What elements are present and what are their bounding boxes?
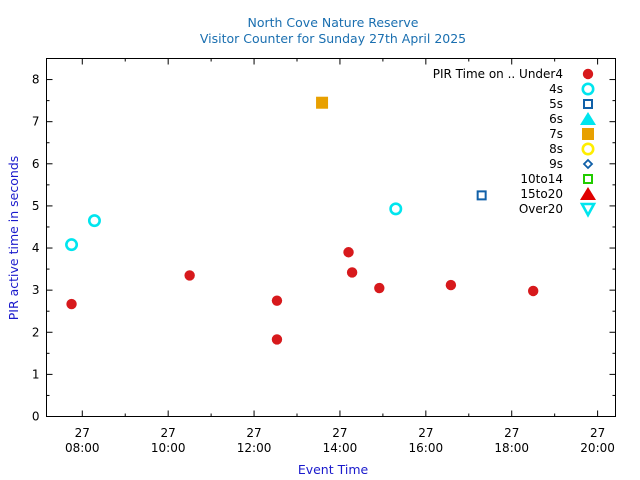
legend-marker-under4: [582, 68, 594, 80]
legend-marker-9s: [582, 158, 594, 170]
legend-label: PIR Time on .. Under4: [433, 67, 563, 81]
x-tick-label-time: 08:00: [65, 441, 100, 455]
data-point-under4: [527, 285, 539, 297]
y-tick-label: 2: [32, 325, 40, 339]
y-axis-label: PIR active time in seconds: [6, 156, 21, 321]
x-tick-label-time: 14:00: [323, 441, 358, 455]
x-tick-label-day: 27: [246, 426, 261, 440]
x-axis-label: Event Time: [298, 462, 369, 477]
legend-marker-over20: [579, 202, 597, 218]
legend-label: 7s: [549, 127, 563, 141]
legend-label: 9s: [549, 157, 563, 171]
x-tick-label-day: 27: [161, 426, 176, 440]
data-point-4s: [87, 214, 101, 228]
data-point-under4: [184, 270, 195, 281]
x-tick-label-time: 18:00: [494, 441, 529, 455]
legend-marker-5s: [583, 99, 593, 109]
legend-marker-10to14: [583, 174, 593, 184]
data-point-5s: [476, 190, 487, 201]
y-tick-label: 6: [32, 157, 40, 171]
x-tick-label-day: 27: [504, 426, 519, 440]
legend-marker-15to20: [580, 187, 596, 200]
legend-label: Over20: [519, 202, 563, 216]
y-axis: 0 1 2 3 4 5 6 7 8: [32, 73, 616, 424]
data-point-7s: [316, 96, 329, 109]
legend-marker-8s: [581, 142, 595, 156]
chart-subtitle: Visitor Counter for Sunday 27th April 20…: [200, 31, 466, 46]
y-tick-label: 8: [32, 73, 40, 87]
data-point-under4: [374, 282, 385, 294]
x-tick-label-time: 12:00: [237, 441, 272, 455]
chart-title: North Cove Nature Reserve: [248, 15, 419, 30]
y-tick-label: 1: [32, 367, 40, 381]
data-point-under4: [66, 298, 77, 310]
x-tick-label-time: 10:00: [151, 441, 186, 455]
x-tick-label-day: 27: [590, 426, 605, 440]
data-point-4s: [65, 238, 79, 252]
data-point-under4: [271, 295, 283, 306]
data-point-under4: [343, 247, 354, 258]
y-tick-label: 3: [32, 283, 40, 297]
x-axis: 2708:002710:002712:002714:002716:002718:…: [65, 58, 615, 455]
data-point-under4: [346, 267, 358, 278]
data-points: [65, 96, 539, 345]
x-tick-label-day: 27: [418, 426, 433, 440]
legend-label: 6s: [549, 112, 563, 126]
data-point-under4: [445, 279, 457, 291]
x-tick-label-day: 27: [332, 426, 347, 440]
legend-marker-7s: [582, 128, 594, 140]
legend-label: 4s: [549, 82, 563, 96]
legend-label: 10to14: [520, 172, 563, 186]
legend-marker-4s: [581, 82, 595, 96]
x-tick-label-time: 16:00: [409, 441, 444, 455]
legend-label: 15to20: [520, 187, 563, 201]
x-tick-label-time: 20:00: [580, 441, 615, 455]
y-tick-label: 7: [32, 115, 40, 129]
legend-label: 5s: [549, 97, 563, 111]
x-tick-label-day: 27: [75, 426, 90, 440]
y-tick-label: 5: [32, 199, 40, 213]
legend-label: 8s: [549, 142, 563, 156]
legend: PIR Time on .. Under44s5s6s7s8s9s10to141…: [433, 67, 597, 218]
plot-area-border: [46, 58, 616, 417]
data-point-4s: [389, 202, 403, 216]
legend-marker-6s: [580, 112, 596, 125]
y-tick-label: 4: [32, 241, 40, 255]
data-point-under4: [271, 334, 283, 345]
y-tick-label: 0: [32, 410, 40, 424]
